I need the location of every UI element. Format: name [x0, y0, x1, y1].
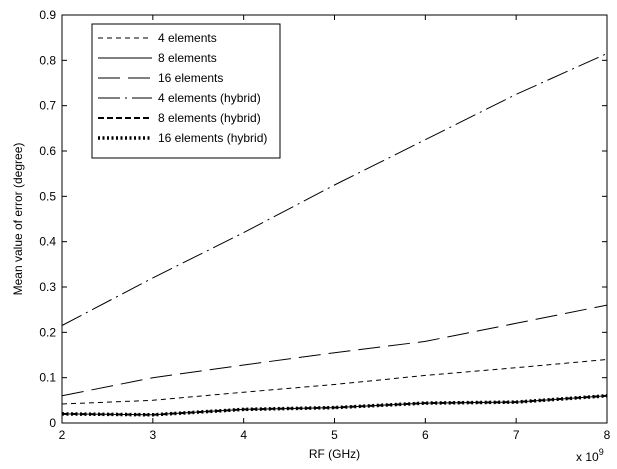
x-tick-label: 4	[240, 428, 247, 442]
series-line-6	[61, 394, 608, 417]
series-line-3	[61, 304, 608, 397]
x-axis-multiplier-exponent: 9	[599, 447, 604, 457]
legend-label: 4 elements	[158, 31, 217, 45]
y-tick-label: 0.5	[39, 189, 56, 203]
x-tick-label: 8	[604, 428, 611, 442]
y-tick-label: 0.9	[39, 8, 56, 22]
y-axis-label: Mean value of error (degree)	[11, 143, 25, 296]
y-tick-label: 0.3	[39, 280, 56, 294]
legend-box	[91, 23, 281, 159]
y-tick-label: 0.4	[39, 235, 56, 249]
y-tick-label: 0.2	[39, 325, 56, 339]
y-tick-label: 0.8	[39, 53, 56, 67]
x-tick-label: 7	[513, 428, 520, 442]
series-layer	[61, 53, 608, 417]
x-tick-label: 3	[149, 428, 156, 442]
x-tick-label: 6	[422, 428, 429, 442]
axis-ticks: 2 3 4 5 6 7 8 0 0.1 0.2 0.3 0.4 0.5 0.6 0.7 0.8 0.9	[39, 8, 610, 442]
y-tick-label: 0.1	[39, 371, 56, 385]
legend-label: 16 elements (hybrid)	[158, 131, 267, 145]
series-line-4	[61, 53, 608, 326]
y-tick-label: 0.7	[39, 99, 56, 113]
x-axis-multiplier-base: x 10	[576, 450, 599, 464]
series-line-1	[61, 359, 608, 405]
x-tick-label: 5	[331, 428, 338, 442]
y-tick-label: 0.6	[39, 144, 56, 158]
legend-label: 16 elements	[158, 71, 223, 85]
x-tick-label: 2	[59, 428, 66, 442]
y-tick-label: 0	[49, 416, 56, 430]
x-axis-label: RF (GHz)	[309, 447, 360, 461]
legend: 4 elements 8 elements 16 elements 4 element…	[91, 23, 281, 159]
legend-label: 8 elements	[158, 51, 217, 65]
legend-label: 4 elements (hybrid)	[158, 91, 261, 105]
legend-label: 8 elements (hybrid)	[158, 111, 261, 125]
x-axis-multiplier: x 109	[576, 447, 604, 464]
